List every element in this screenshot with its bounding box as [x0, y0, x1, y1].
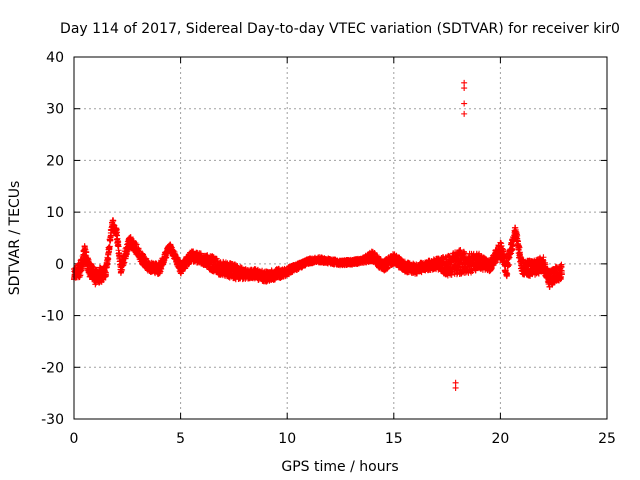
x-tick-label: 0	[70, 431, 79, 447]
x-tick-label: 15	[385, 431, 403, 447]
y-tick-label: 10	[46, 205, 64, 221]
outlier-point	[452, 384, 459, 391]
data-point	[115, 243, 122, 250]
x-tick-label: 10	[278, 431, 296, 447]
x-axis-label: GPS time / hours	[281, 459, 398, 475]
data-point	[158, 265, 165, 272]
data-points	[71, 79, 565, 391]
data-point	[108, 232, 115, 239]
y-tick-label: 30	[46, 102, 64, 118]
data-point	[140, 252, 147, 259]
x-tick-label: 25	[598, 431, 616, 447]
outlier-point	[461, 85, 468, 92]
chart-title: Day 114 of 2017, Sidereal Day-to-day VTE…	[60, 21, 620, 37]
y-tick-label: -20	[41, 360, 64, 376]
x-tick-label: 20	[491, 431, 509, 447]
x-tick-label: 5	[176, 431, 185, 447]
y-tick-label: -10	[41, 309, 64, 325]
data-point	[127, 234, 134, 241]
y-tick-label: 0	[55, 257, 64, 273]
y-tick-label: 20	[46, 153, 64, 169]
grid	[74, 57, 607, 419]
outlier-point	[461, 79, 468, 86]
data-point	[106, 243, 113, 250]
y-tick-label: -30	[41, 412, 64, 428]
outlier-point	[461, 100, 468, 107]
y-axis-label: SDTVAR / TECUs	[7, 181, 23, 296]
outlier-point	[461, 110, 468, 117]
y-tick-label: 40	[46, 50, 64, 66]
plot-frame	[73, 56, 608, 420]
outlier-point	[452, 379, 459, 386]
